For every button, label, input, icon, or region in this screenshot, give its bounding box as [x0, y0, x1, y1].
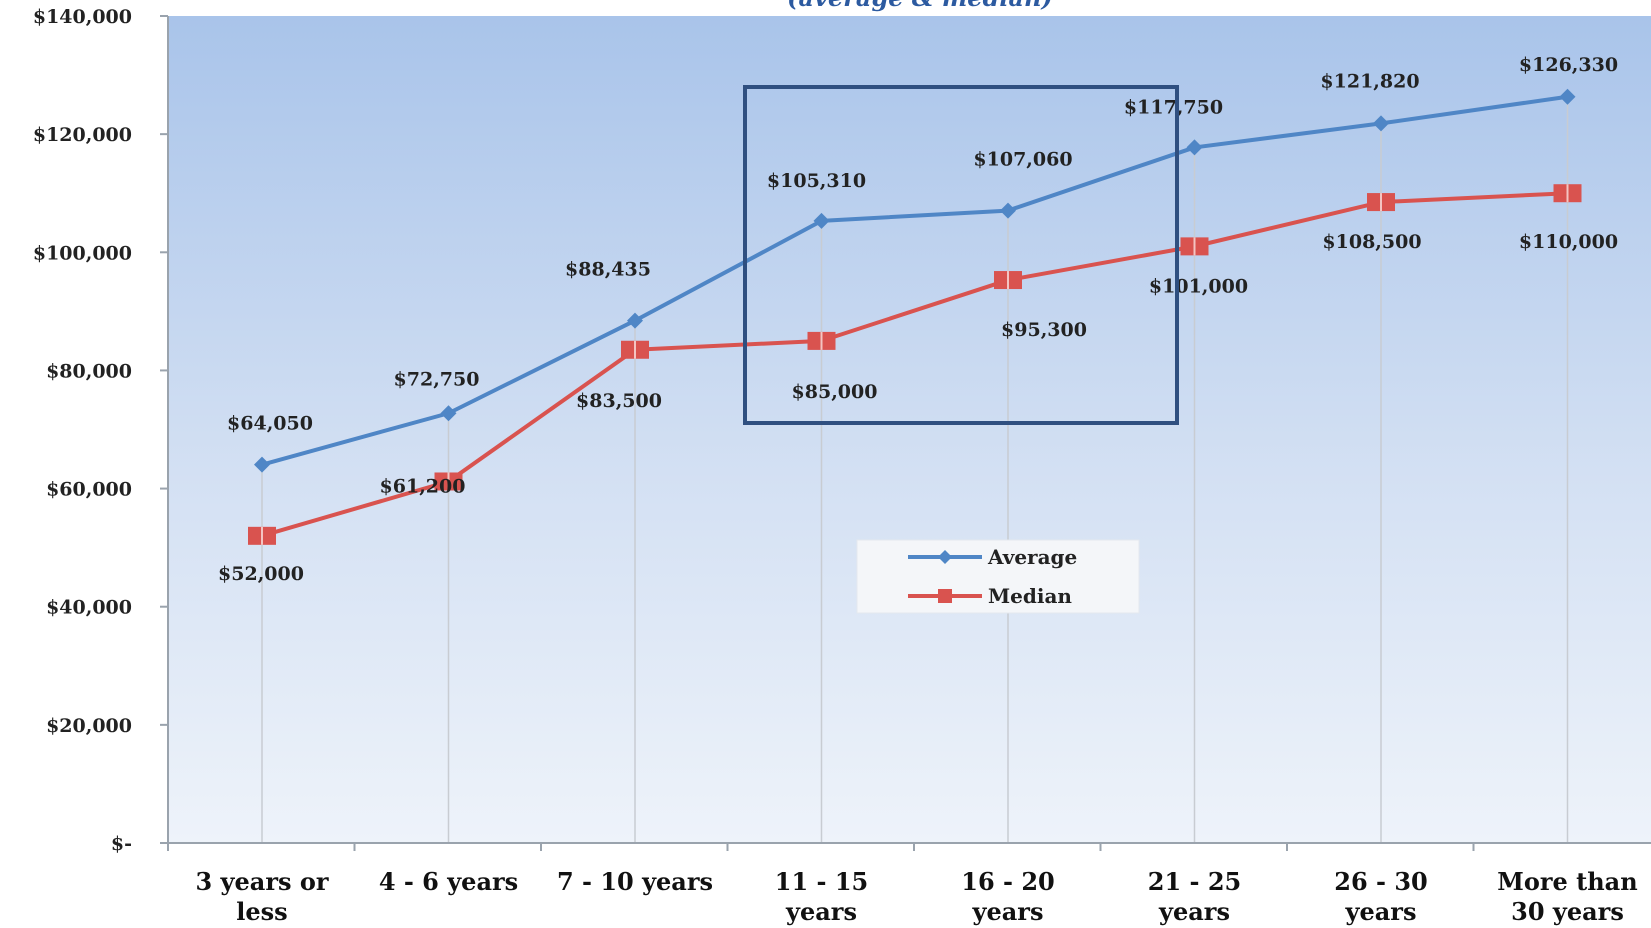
average-point [1559, 88, 1576, 105]
y-tick-label: $- [111, 833, 132, 855]
highlight-box [743, 85, 1179, 425]
median-data-label: $110,000 [1519, 231, 1618, 253]
average-data-label: $64,050 [227, 413, 313, 435]
median-data-label: $101,000 [1149, 275, 1248, 297]
average-data-label: $121,820 [1320, 70, 1419, 92]
median-data-label: $52,000 [218, 563, 304, 585]
average-data-label: $126,330 [1519, 54, 1618, 76]
median-data-label: $83,500 [576, 390, 662, 412]
median-data-label: $85,000 [792, 381, 878, 403]
average-data-label: $117,750 [1124, 96, 1223, 118]
average-data-label: $88,435 [565, 259, 651, 281]
x-tick-label: 4 - 6 years [379, 867, 518, 896]
x-tick-label: 3 years or less [196, 867, 329, 926]
average-series-line [261, 94, 1568, 467]
median-data-label: $61,200 [380, 475, 466, 497]
average-point [627, 312, 643, 329]
legend-box [856, 539, 1140, 614]
y-tick-label: $80,000 [46, 360, 132, 382]
median-data-label: $108,500 [1322, 231, 1421, 253]
median-series-line [261, 191, 1568, 538]
average-data-label: $72,750 [394, 368, 480, 390]
legend-median-marker [938, 589, 952, 603]
chart-title: (average & median) [787, 0, 1053, 12]
y-tick-label: $60,000 [46, 479, 132, 501]
x-tick-label: 7 - 10 years [557, 867, 713, 896]
legend: Average Median [856, 539, 1140, 614]
legend-average-label: Average [987, 545, 1077, 569]
x-tick-label: 21 - 25 years [1148, 867, 1241, 926]
average-point [1373, 115, 1389, 132]
plot-area [168, 16, 1651, 843]
x-tick-label: 26 - 30 years [1334, 867, 1427, 926]
y-tick-label: $120,000 [33, 124, 132, 146]
legend-average-marker [938, 550, 952, 564]
average-point [254, 456, 270, 473]
average-point [813, 212, 830, 229]
average-data-label: $107,060 [973, 149, 1072, 171]
average-point [440, 405, 457, 422]
y-tick-label: $140,000 [33, 6, 132, 28]
average-point [1000, 202, 1016, 219]
y-tick-label: $100,000 [33, 242, 132, 264]
average-data-label: $105,310 [767, 170, 866, 192]
y-tick-label: $20,000 [46, 715, 132, 737]
x-tick-label: More than 30 years [1497, 867, 1637, 926]
median-data-label: $95,300 [1001, 319, 1087, 341]
y-tick-label: $40,000 [46, 597, 132, 619]
x-tick-label: 11 - 15 years [775, 867, 868, 926]
average-point [1186, 139, 1203, 156]
x-tick-label: 16 - 20 years [961, 867, 1054, 926]
legend-median-label: Median [988, 584, 1072, 608]
